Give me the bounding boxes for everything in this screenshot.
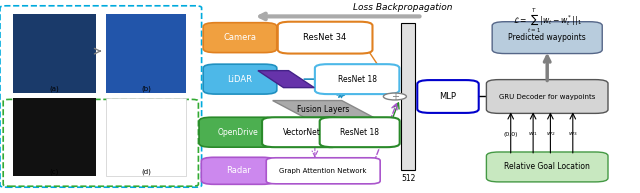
Text: Fusion Layers: Fusion Layers	[297, 105, 349, 113]
Text: ResNet 34: ResNet 34	[303, 33, 347, 42]
FancyBboxPatch shape	[204, 64, 277, 94]
Text: Predicted waypoints: Predicted waypoints	[508, 33, 586, 42]
Text: $w_3$: $w_3$	[568, 130, 577, 138]
Text: LiDAR: LiDAR	[227, 75, 253, 84]
Polygon shape	[258, 71, 314, 88]
Text: ResNet 18: ResNet 18	[340, 128, 379, 137]
Text: MLP: MLP	[440, 92, 456, 101]
FancyBboxPatch shape	[201, 157, 275, 184]
FancyBboxPatch shape	[492, 22, 602, 53]
Text: (c): (c)	[50, 169, 59, 175]
Text: (b): (b)	[141, 85, 151, 92]
Text: (d): (d)	[141, 169, 151, 175]
Text: Radar: Radar	[226, 166, 250, 175]
FancyBboxPatch shape	[417, 80, 479, 113]
Text: Loss Backpropagation: Loss Backpropagation	[353, 3, 453, 12]
FancyBboxPatch shape	[199, 117, 277, 147]
Bar	[13, 14, 96, 93]
FancyBboxPatch shape	[315, 64, 399, 94]
Bar	[106, 98, 186, 176]
FancyBboxPatch shape	[320, 117, 400, 147]
Text: (a): (a)	[49, 85, 60, 92]
Text: $w_2$: $w_2$	[546, 130, 555, 138]
FancyBboxPatch shape	[204, 23, 277, 52]
FancyBboxPatch shape	[486, 80, 608, 113]
Bar	[401, 23, 415, 170]
Text: $\mathcal{L} = \sum_{t=1}^{T} |w_t - w_t^*||_1$: $\mathcal{L} = \sum_{t=1}^{T} |w_t - w_t…	[513, 6, 582, 35]
Text: VectorNet: VectorNet	[283, 128, 321, 137]
Text: Graph Attention Network: Graph Attention Network	[280, 168, 367, 174]
FancyBboxPatch shape	[486, 152, 608, 182]
Text: +: +	[391, 91, 399, 102]
FancyBboxPatch shape	[262, 117, 342, 147]
Text: (0,0): (0,0)	[504, 132, 518, 137]
Text: 512: 512	[401, 174, 415, 183]
FancyBboxPatch shape	[278, 22, 372, 53]
Text: ResNet 18: ResNet 18	[338, 75, 376, 84]
Text: OpenDrive: OpenDrive	[218, 128, 259, 137]
Text: Camera: Camera	[223, 33, 257, 42]
Bar	[106, 14, 186, 93]
Circle shape	[383, 93, 406, 100]
Text: Relative Goal Location: Relative Goal Location	[504, 163, 590, 171]
FancyBboxPatch shape	[266, 158, 380, 184]
Text: $w_1$: $w_1$	[529, 130, 538, 138]
Polygon shape	[273, 101, 374, 118]
Text: GRU Decoder for waypoints: GRU Decoder for waypoints	[499, 93, 595, 100]
Bar	[13, 98, 96, 176]
